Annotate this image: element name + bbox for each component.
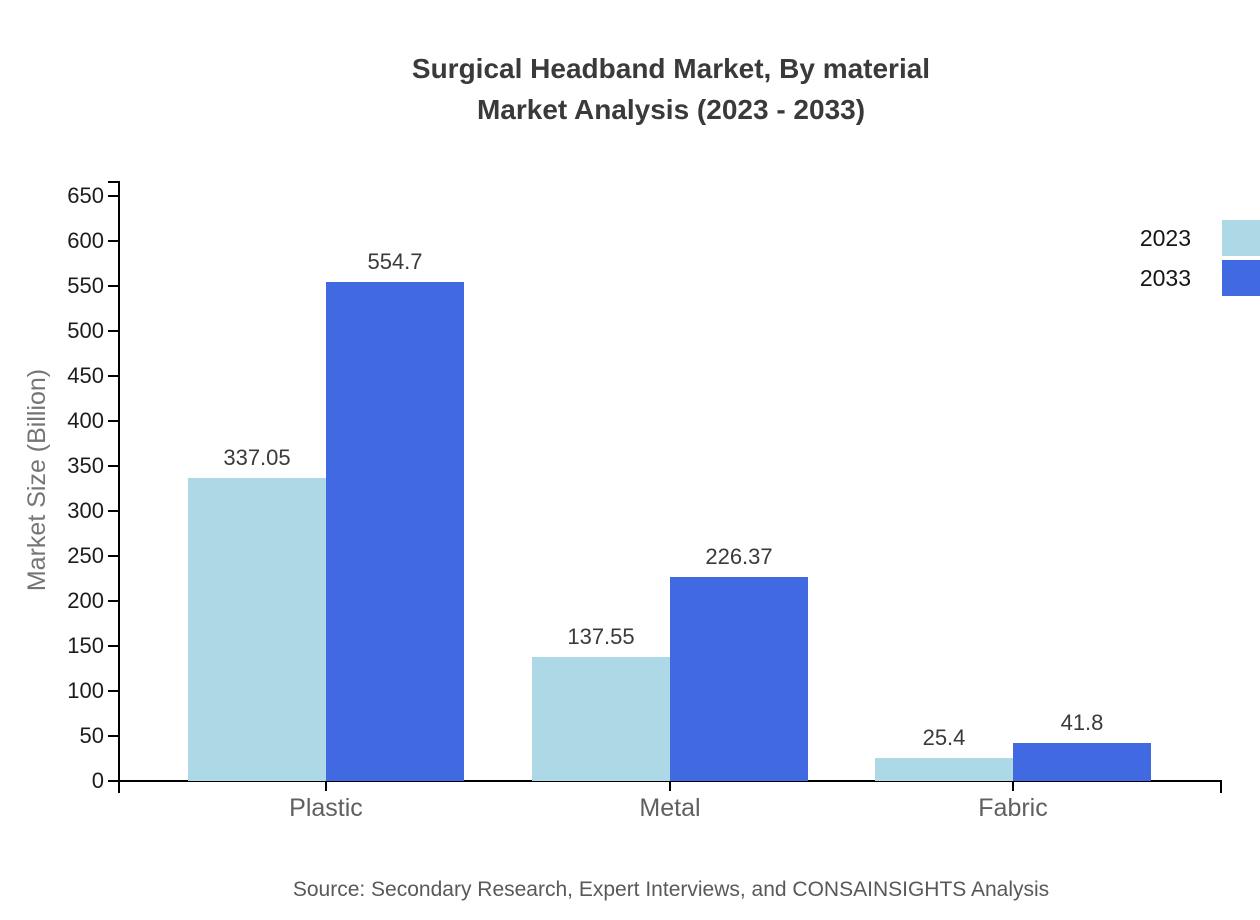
chart-title-line2: Market Analysis (2023 - 2033) xyxy=(476,94,866,125)
y-tick-label: 50 xyxy=(79,723,104,748)
bar-value-label: 137.55 xyxy=(567,624,635,650)
y-tick xyxy=(108,285,120,287)
y-tick xyxy=(108,240,120,242)
y-tick-label: 200 xyxy=(67,588,104,613)
y-tick-label: 150 xyxy=(67,633,104,658)
y-tick xyxy=(108,780,120,782)
y-tick xyxy=(108,420,120,422)
category-tick xyxy=(1012,781,1014,791)
legend-row-2023: 2023 xyxy=(1140,220,1260,256)
y-tick-label: 0 xyxy=(91,768,104,793)
bar-2033-plastic xyxy=(326,281,464,781)
y-tick xyxy=(108,330,120,332)
category-tick xyxy=(669,781,671,791)
bar-value-label: 337.05 xyxy=(223,444,291,470)
bar-2033-fabric xyxy=(1013,743,1151,781)
y-tick-label: 100 xyxy=(67,678,104,703)
y-tick-label: 500 xyxy=(67,318,104,343)
bar-value-label: 25.4 xyxy=(922,725,966,751)
category-label-plastic: Plastic xyxy=(289,794,363,822)
y-tick-label: 650 xyxy=(67,183,104,208)
category-label-fabric: Fabric xyxy=(978,794,1048,822)
bar-value-label: 41.8 xyxy=(1060,710,1104,736)
y-tick xyxy=(108,690,120,692)
category-tick xyxy=(325,781,327,791)
y-tick-label: 250 xyxy=(67,543,104,568)
y-tick-label: 400 xyxy=(67,408,104,433)
y-tick xyxy=(108,555,120,557)
bar-value-label: 554.7 xyxy=(367,248,423,274)
y-axis-top-cap xyxy=(108,181,120,183)
y-tick-label: 600 xyxy=(67,228,104,253)
x-axis-line xyxy=(108,780,1222,782)
y-tick-label: 300 xyxy=(67,498,104,523)
bar-value-label: 226.37 xyxy=(705,544,773,570)
y-tick xyxy=(108,195,120,197)
y-tick xyxy=(108,735,120,737)
chart-title: Surgical Headband Market, By material Ma… xyxy=(120,48,1222,130)
category-label-metal: Metal xyxy=(639,794,701,822)
legend-swatch-2023 xyxy=(1222,220,1260,256)
y-tick-label: 450 xyxy=(67,363,104,388)
y-tick xyxy=(108,465,120,467)
y-axis-line xyxy=(118,181,120,793)
y-tick xyxy=(108,600,120,602)
bar-2023-fabric xyxy=(875,758,1013,781)
bar-2023-metal xyxy=(532,657,670,781)
legend: 2023 2033 xyxy=(1140,220,1260,296)
bar-2033-metal xyxy=(670,577,808,781)
legend-label: 2023 xyxy=(1139,224,1191,251)
y-tick xyxy=(108,510,120,512)
y-tick xyxy=(108,375,120,377)
legend-swatch-2033 xyxy=(1222,260,1260,296)
y-tick-label: 350 xyxy=(67,453,104,478)
chart-title-line1: Surgical Headband Market, By material xyxy=(411,53,931,84)
y-tick xyxy=(108,645,120,647)
x-axis-right-cap xyxy=(1220,782,1222,793)
source-note: Source: Secondary Research, Expert Inter… xyxy=(292,878,1050,901)
legend-label: 2033 xyxy=(1139,264,1191,291)
legend-row-2033: 2033 xyxy=(1140,260,1260,296)
bar-2023-plastic xyxy=(188,477,326,781)
y-tick-label: 550 xyxy=(67,273,104,298)
